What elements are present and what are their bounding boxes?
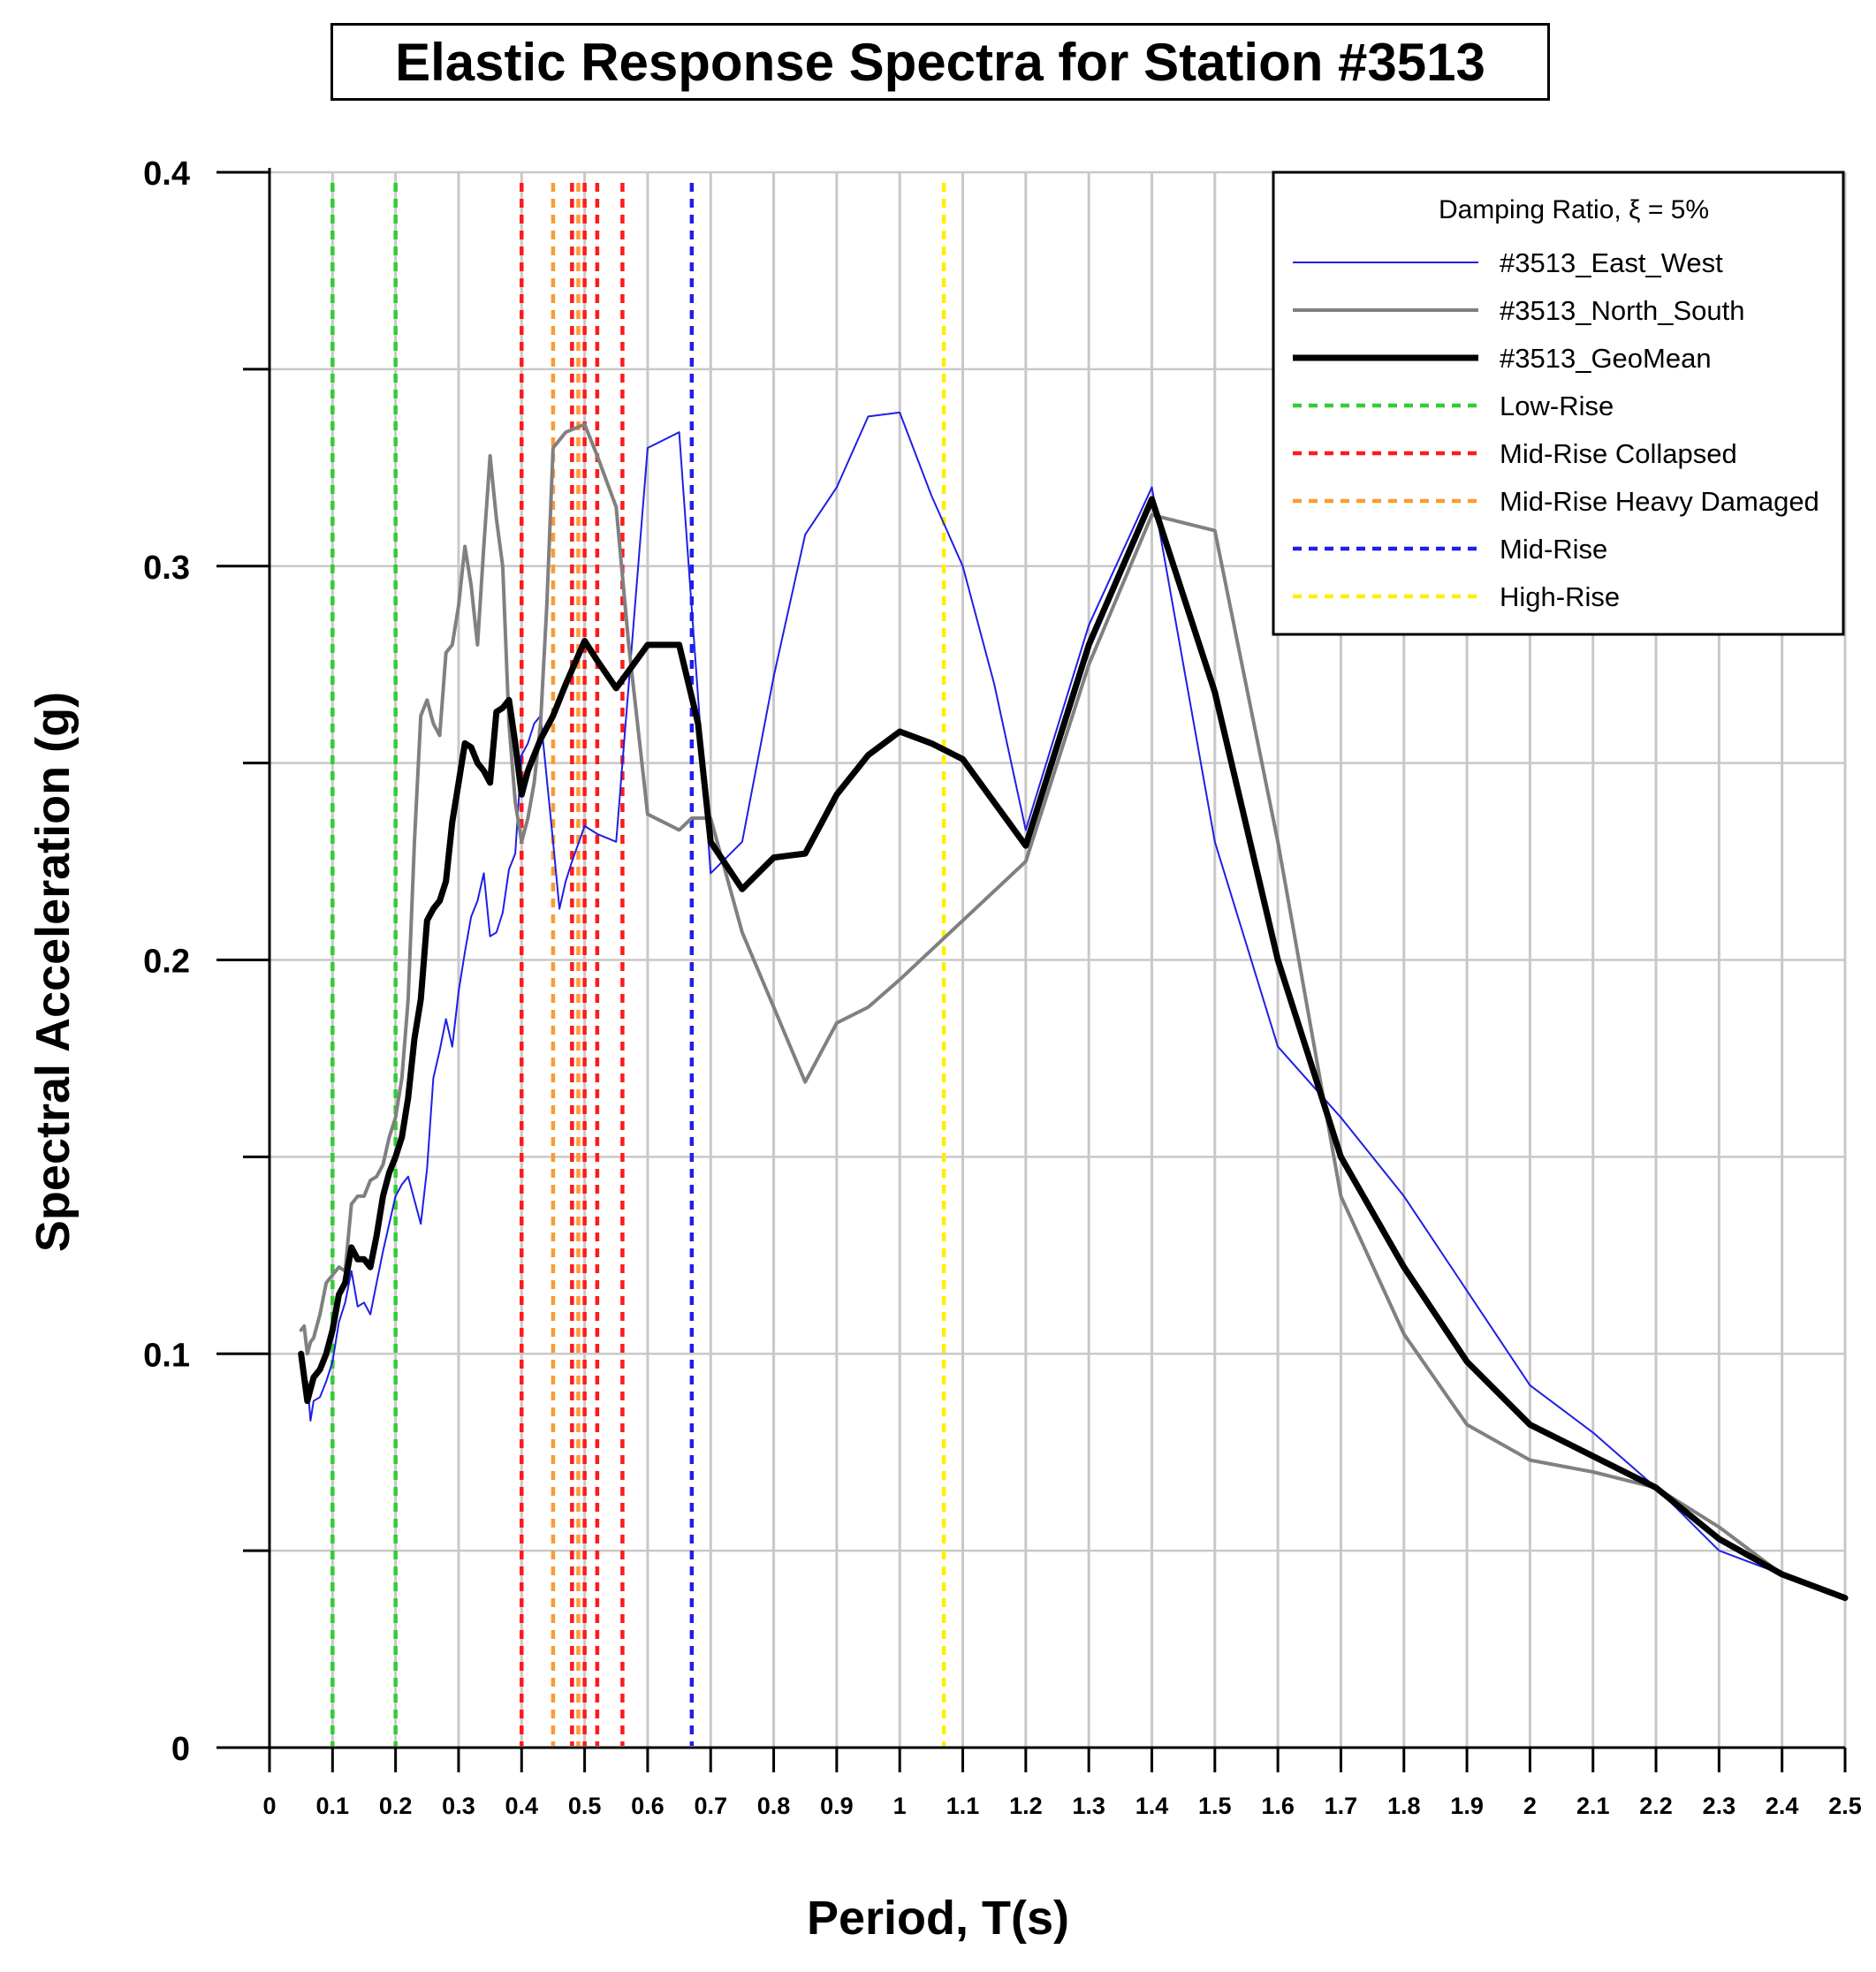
legend-entry-label: High-Rise	[1500, 581, 1620, 612]
x-tick-label: 1.8	[1387, 1793, 1421, 1819]
legend-entry-label: #3513_GeoMean	[1500, 343, 1712, 374]
legend-entry-label: Low-Rise	[1500, 391, 1614, 421]
legend-entry-label: Mid-Rise Collapsed	[1500, 438, 1737, 469]
series-line--3513-geomean	[298, 496, 1849, 1602]
y-tick-label: 0	[171, 1731, 190, 1768]
legend-entry-label: Mid-Rise	[1500, 534, 1607, 565]
x-tick-label: 1.4	[1135, 1793, 1169, 1819]
x-tick-label: 2.3	[1703, 1793, 1736, 1819]
x-tick-label: 0.2	[379, 1793, 413, 1819]
series-line--3513-east-west	[306, 411, 1846, 1599]
x-tick-label: 1.5	[1198, 1793, 1232, 1819]
legend-entry-label: #3513_North_South	[1500, 295, 1745, 326]
series-line--3513-north-south	[299, 422, 1847, 1600]
x-tick-label: 2.5	[1828, 1793, 1862, 1819]
x-tick-label: 1.9	[1450, 1793, 1484, 1819]
x-tick-label: 0.6	[631, 1793, 665, 1819]
legend-box	[1272, 171, 1845, 636]
series-lines	[298, 411, 1849, 1602]
x-tick-label: 1.7	[1325, 1793, 1358, 1819]
y-tick-label: 0.1	[143, 1337, 190, 1374]
x-tick-label: 0.3	[442, 1793, 475, 1819]
chart-title: Elastic Response Spectra for Station #35…	[330, 23, 1550, 101]
x-tick-label: 2	[1523, 1793, 1537, 1819]
x-tick-label: 0.8	[757, 1793, 791, 1819]
reference-lines	[330, 183, 946, 1746]
legend-entry-label: #3513_East_West	[1500, 247, 1723, 278]
x-tick-label: 1.6	[1261, 1793, 1295, 1819]
x-tick-label: 0.7	[694, 1793, 727, 1819]
x-tick-label: 0.5	[568, 1793, 602, 1819]
legend: Damping Ratio, ξ = 5% #3513_East_West #351…	[1272, 171, 1845, 636]
legend-title: Damping Ratio, ξ = 5%	[1439, 195, 1709, 224]
y-axis-label: Spectral Acceleration (g)	[27, 691, 80, 1253]
x-tick-label: 2.4	[1766, 1793, 1799, 1819]
x-tick-label: 1	[893, 1793, 907, 1819]
x-tick-label: 1.2	[1009, 1793, 1043, 1819]
x-tick-label: 1.3	[1072, 1793, 1105, 1819]
legend-entry-label: Mid-Rise Heavy Damaged	[1500, 486, 1819, 517]
y-tick-label: 0.2	[143, 944, 190, 981]
x-axis-label: Period, T(s)	[806, 1892, 1070, 1945]
x-tick-label: 0.1	[316, 1793, 350, 1819]
axes: 0 0.1 0.2 0.3 0.4 0 0.1 0.2 0.3 0.4 0.5 0.6 0.7 0.8 0.…	[143, 155, 1862, 1819]
x-tick-label: 0.9	[820, 1793, 854, 1819]
x-tick-label: 0.4	[505, 1793, 539, 1819]
x-tick-label: 1.1	[946, 1793, 980, 1819]
x-tick-label: 2.2	[1639, 1793, 1673, 1819]
x-tick-label: 2.1	[1576, 1793, 1610, 1819]
x-tick-label: 0	[262, 1793, 276, 1819]
y-tick-label: 0.3	[143, 550, 190, 587]
y-tick-label: 0.4	[143, 155, 190, 193]
